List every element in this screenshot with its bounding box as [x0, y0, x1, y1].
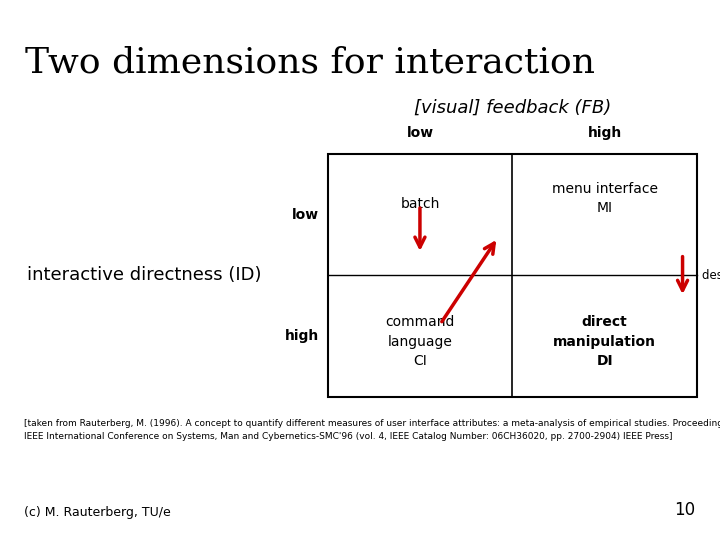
Text: direct
manipulation
DI: direct manipulation DI — [553, 315, 656, 368]
Text: 10: 10 — [675, 502, 696, 519]
Text: command
language
CI: command language CI — [385, 315, 454, 368]
Text: [taken from Rauterberg, M. (1996). A concept to quantify different measures of u: [taken from Rauterberg, M. (1996). A con… — [24, 418, 720, 428]
Text: high: high — [284, 329, 319, 343]
Text: batch: batch — [400, 197, 440, 211]
Text: (c) M. Rauterberg, TU/e: (c) M. Rauterberg, TU/e — [24, 507, 171, 519]
Text: menu interface
MI: menu interface MI — [552, 181, 657, 215]
Text: low: low — [292, 208, 319, 221]
Text: Two dimensions for interaction: Two dimensions for interaction — [24, 46, 595, 80]
Text: IEEE International Conference on Systems, Man and Cybernetics-SMC'96 (vol. 4, IE: IEEE International Conference on Systems… — [24, 432, 673, 441]
Text: low: low — [406, 126, 433, 140]
Text: interactive directness (ID): interactive directness (ID) — [27, 266, 261, 285]
Text: desktop style: desktop style — [702, 269, 720, 282]
Text: [visual] feedback (FB): [visual] feedback (FB) — [414, 99, 611, 117]
Text: high: high — [588, 126, 622, 140]
